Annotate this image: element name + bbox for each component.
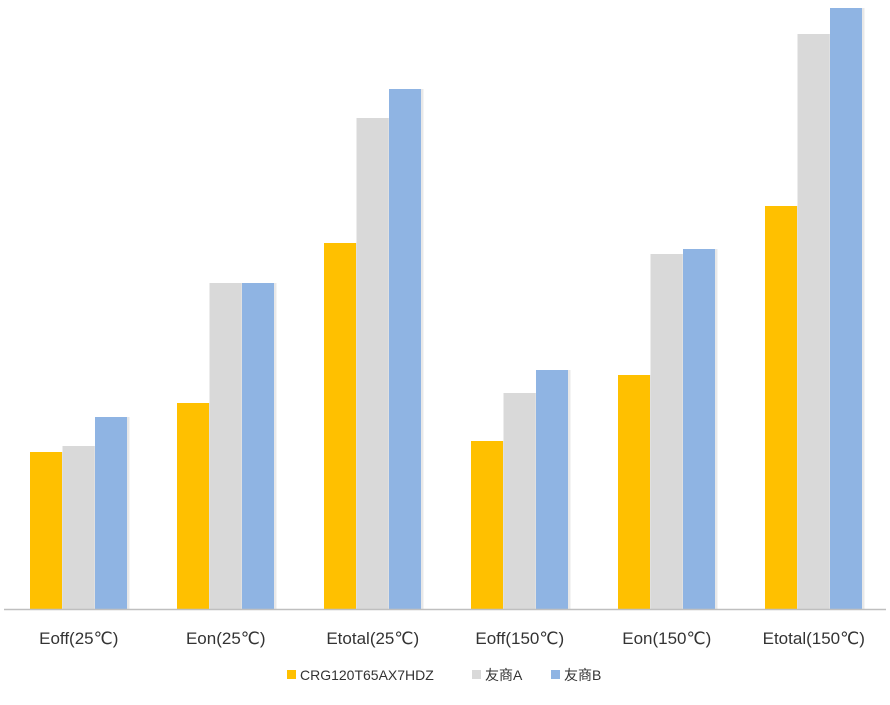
- bar: [356, 118, 389, 609]
- bar: [765, 206, 797, 609]
- bar: [471, 441, 503, 609]
- bar: [683, 249, 715, 609]
- legend-swatch: [287, 670, 296, 679]
- legend-swatch: [551, 670, 560, 679]
- x-tick-label: Etotal(150℃): [763, 629, 865, 648]
- bars-group: [30, 8, 865, 609]
- bar: [503, 393, 536, 609]
- bar: [242, 283, 274, 609]
- bar: [324, 243, 356, 609]
- legend-label: CRG120T65AX7HDZ: [300, 667, 434, 683]
- bar: [209, 283, 242, 609]
- x-tick-label: Eon(150℃): [622, 629, 711, 648]
- bar: [830, 8, 862, 609]
- bar: [536, 370, 568, 609]
- x-tick-label: Eoff(150℃): [475, 629, 564, 648]
- x-tick-labels: Eoff(25℃) Eon(25℃) Etotal(25℃) Eoff(150℃) Eo…: [39, 629, 865, 648]
- x-tick-label: Eoff(25℃): [39, 629, 118, 648]
- legend-label: 友商A: [485, 667, 523, 683]
- x-tick-label: Etotal(25℃): [326, 629, 419, 648]
- bar: [62, 446, 95, 609]
- bar: [618, 375, 650, 609]
- bar: [177, 403, 209, 609]
- legend: CRG120T65AX7HDZ 友商A 友商B: [287, 667, 601, 683]
- bar: [95, 417, 127, 609]
- x-tick-label: Eon(25℃): [186, 629, 266, 648]
- bar: [650, 254, 683, 609]
- legend-label: 友商B: [564, 667, 601, 683]
- bar: [30, 452, 62, 609]
- bar: [797, 34, 830, 609]
- bar: [389, 89, 421, 609]
- legend-swatch: [472, 670, 481, 679]
